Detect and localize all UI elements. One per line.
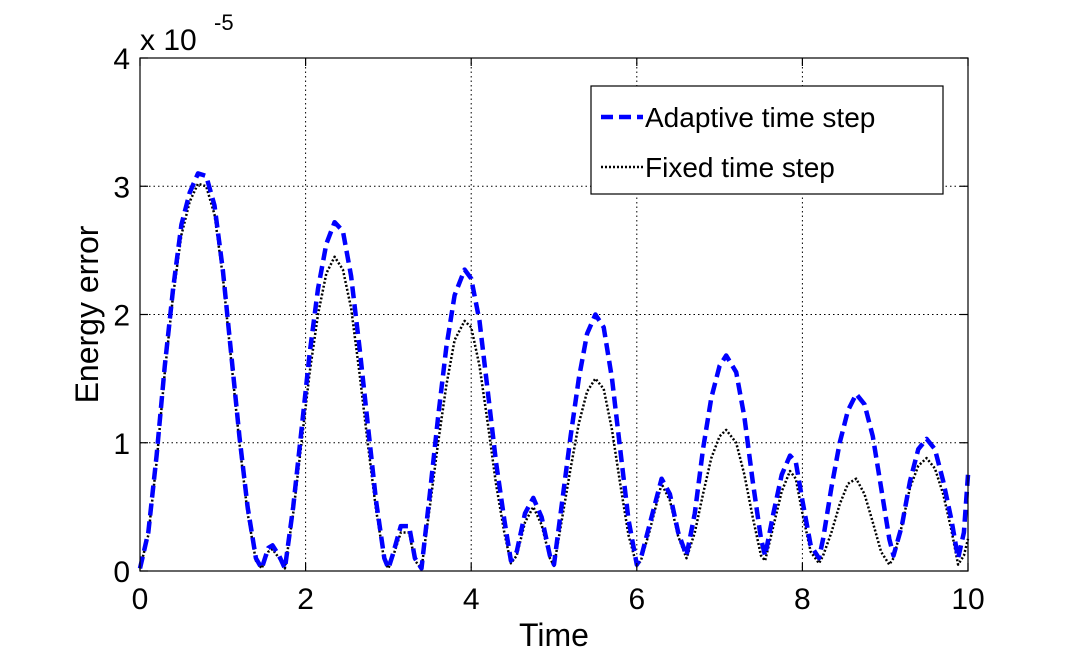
- legend-label-fixed: Fixed time step: [645, 152, 835, 183]
- legend-label-adaptive: Adaptive time step: [645, 102, 875, 133]
- x-tick-label: 2: [297, 583, 314, 616]
- tick-layer: 0 2 4 6 8 10 0 1 2 3 4: [113, 43, 984, 616]
- legend-box: [590, 85, 944, 195]
- x-tick-label: 8: [794, 583, 811, 616]
- legend: Adaptive time step Fixed time step: [590, 85, 944, 195]
- y-tick-label: 2: [113, 300, 130, 333]
- x-tick-label: 6: [628, 583, 645, 616]
- x-tick-label: 4: [463, 583, 480, 616]
- series-layer: [137, 171, 971, 571]
- scale-factor-label: x 10: [140, 24, 197, 57]
- series-line-fixed: [138, 182, 970, 570]
- y-tick-label: 1: [113, 428, 130, 461]
- y-axis-label: Energy error: [69, 225, 105, 403]
- x-axis-label: Time: [519, 617, 589, 653]
- series-line-adaptive: [137, 171, 971, 571]
- y-tick-label: 4: [113, 43, 130, 76]
- y-tick-label: 0: [113, 556, 130, 589]
- y-tick-label: 3: [113, 171, 130, 204]
- scale-factor-exponent: -5: [214, 10, 234, 35]
- axis-scale-factor: x 10 -5: [140, 10, 234, 57]
- x-tick-label: 10: [951, 583, 984, 616]
- x-tick-label: 0: [132, 583, 149, 616]
